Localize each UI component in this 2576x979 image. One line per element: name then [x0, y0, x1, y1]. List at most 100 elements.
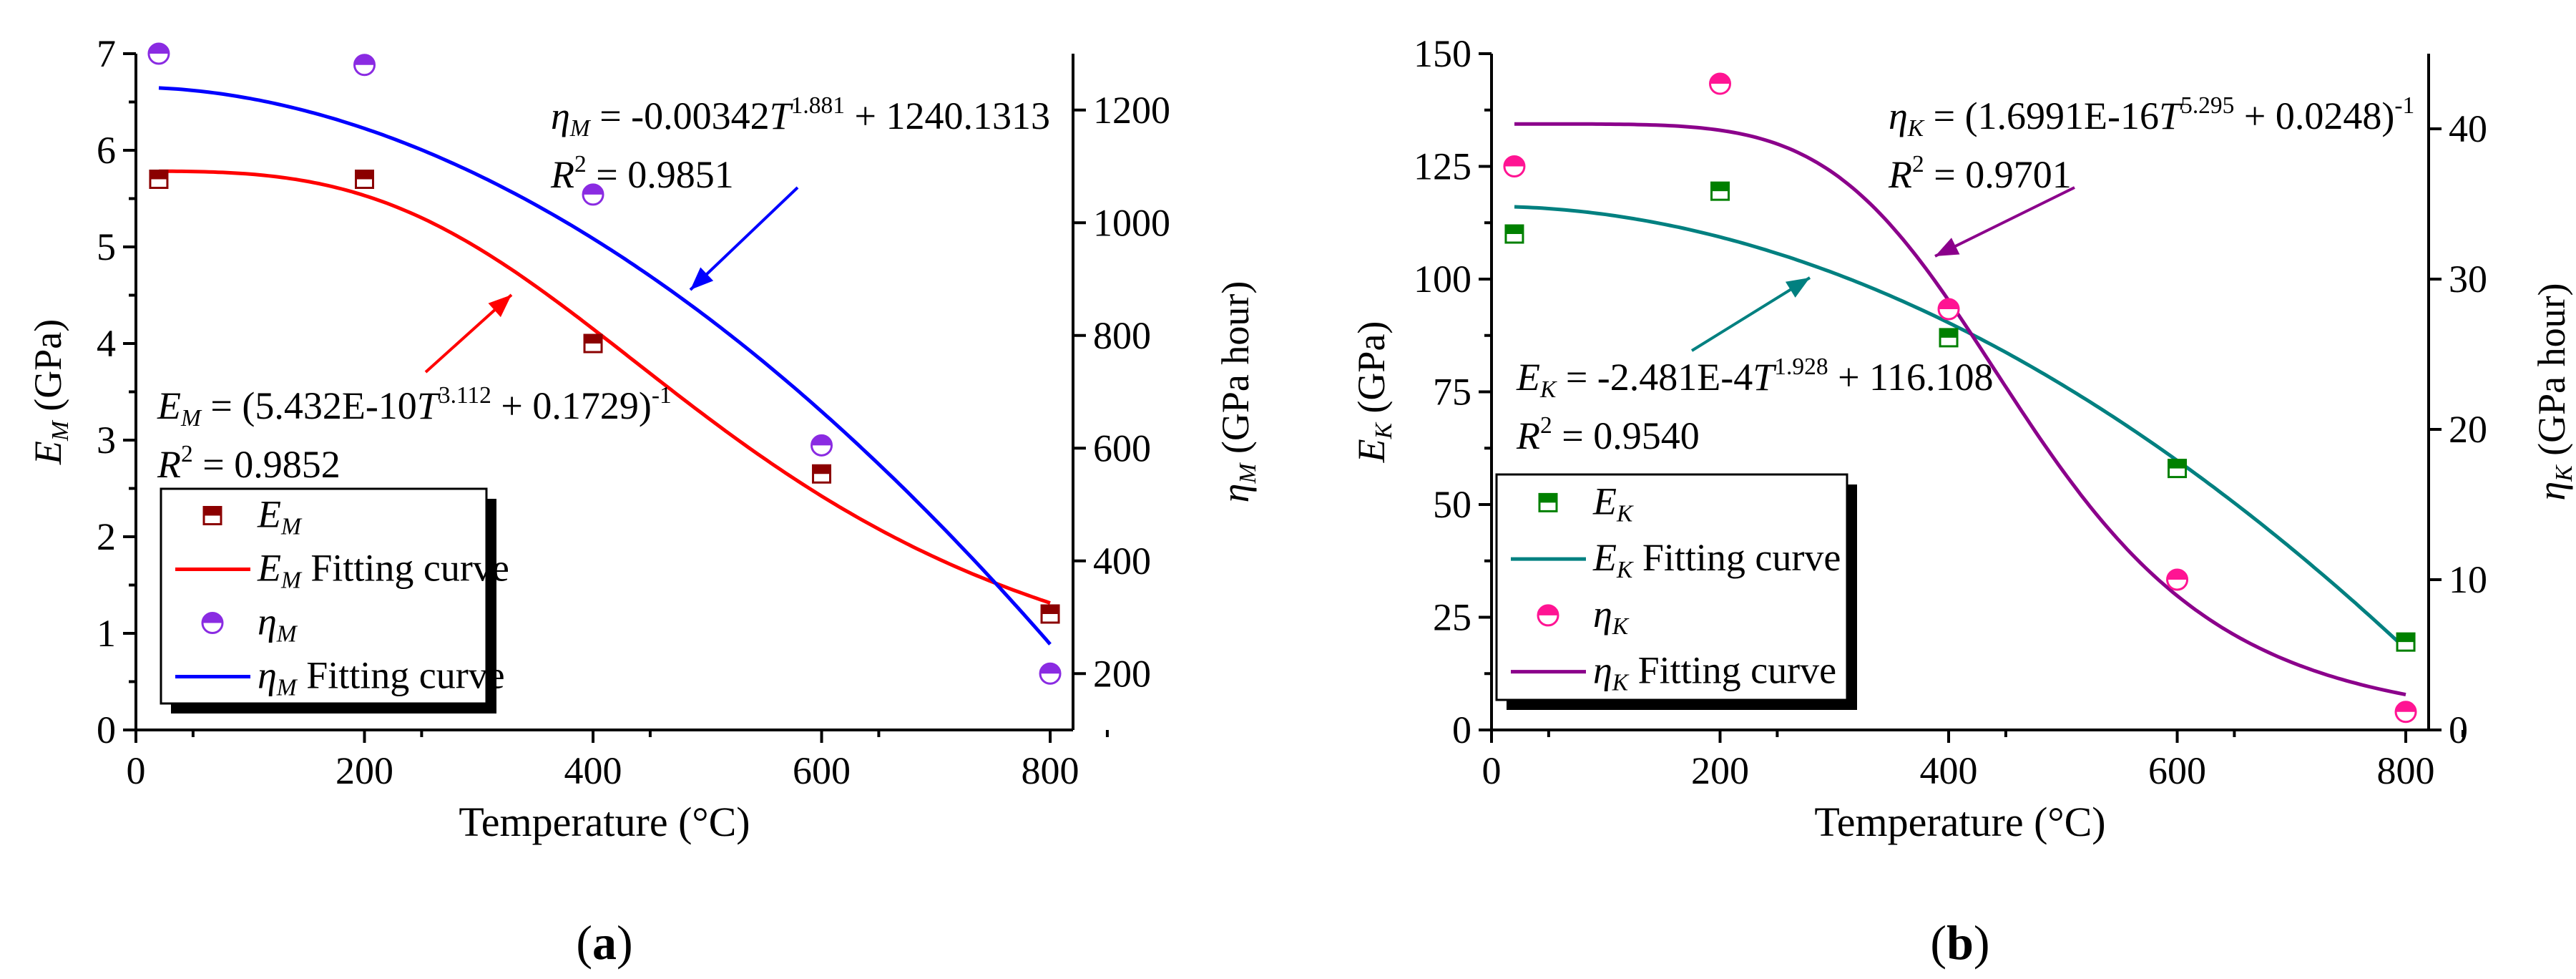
- eq-exponent: 3.112: [439, 382, 491, 409]
- data-point-eta_m-fill: [148, 44, 169, 54]
- annotation-arrowhead: [1935, 238, 1960, 256]
- eq-variable: T: [417, 384, 441, 427]
- eq-exponent: 1.881: [791, 92, 845, 119]
- y-left-tick-label: 0: [97, 708, 116, 751]
- fit-curve-eta_m: [158, 86, 1052, 646]
- y-right-axis-label: ηM (GPa hour): [1214, 281, 1261, 503]
- legend-label: ηK: [1593, 593, 1630, 640]
- r2-symbol: R: [550, 153, 574, 196]
- y-right-tick-label: 10: [2449, 558, 2487, 601]
- data-point-e_k-fill: [1711, 182, 1729, 192]
- y-left-tick-label: 3: [97, 419, 116, 462]
- legend-label-rest: Fitting curve: [1632, 536, 1841, 579]
- x-axis-label: Temperature (°C): [1814, 799, 2105, 845]
- panel-label: (b): [1930, 915, 1989, 970]
- eq-tail-exponent: -1: [652, 382, 672, 409]
- eq-symbol: η: [551, 94, 570, 137]
- legend-label: EK Fitting curve: [1592, 536, 1841, 583]
- y-left-axis-label-symbol: E: [1350, 439, 1393, 463]
- r2-symbol: R: [157, 443, 181, 486]
- x-tick-label: 0: [1482, 749, 1502, 792]
- y-right-tick-label: 1200: [1093, 89, 1170, 132]
- eq-subscript: K: [1907, 115, 1925, 142]
- eq-exponent: 1.928: [1774, 354, 1828, 380]
- x-axis-label: Temperature (°C): [459, 799, 750, 845]
- y-right-axis-label-symbol: η: [2530, 482, 2573, 501]
- data-point-eta_k-fill: [1939, 299, 1959, 309]
- y-left-axis-label-symbol: E: [26, 441, 69, 465]
- eq-symbol: E: [157, 384, 181, 427]
- y-left-tick-label: 25: [1433, 596, 1471, 639]
- y-left-axis-label-rest: (GPa): [26, 319, 69, 421]
- eq-variable: T: [770, 94, 794, 137]
- annotation-arrowhead: [488, 295, 511, 318]
- legend-label: ηM Fitting curve: [258, 654, 505, 701]
- legend-label-rest: Fitting curve: [297, 654, 505, 697]
- y-left-tick-label: 125: [1414, 145, 1471, 188]
- data-point-eta_m-fill: [811, 435, 832, 446]
- data-point-eta_k-fill: [1504, 156, 1524, 167]
- eq-symbol: η: [1889, 94, 1908, 137]
- fit-curve-e_k: [1514, 205, 2407, 651]
- legend-marker-fill: [1539, 494, 1557, 503]
- legend-label-subscript: M: [276, 675, 298, 701]
- eq-symbol: E: [1516, 356, 1540, 399]
- legend-marker-fill: [202, 613, 222, 623]
- fit-curve-e_m: [158, 169, 1051, 605]
- data-point-eta_k-fill: [2167, 570, 2188, 580]
- y-right-label-group: ηM (GPa hour): [1214, 281, 1261, 503]
- panel-label-close: ): [617, 915, 633, 970]
- eq-pre: = (5.432E-10: [201, 384, 417, 427]
- r2-exponent: 2: [574, 151, 587, 177]
- r2-exponent: 2: [1540, 412, 1552, 439]
- legend-label: EM: [257, 493, 303, 540]
- r-squared: R2 = 0.9851: [550, 151, 734, 196]
- x-tick-label: 200: [1691, 749, 1749, 792]
- y-right-axis-label-subscript: K: [2551, 464, 2576, 482]
- data-point-eta_k-fill: [1710, 74, 1730, 84]
- r2-value: = 0.9852: [193, 443, 341, 486]
- legend-label-subscript: K: [1612, 613, 1630, 640]
- legend-label-symbol: E: [257, 493, 281, 536]
- legend-label: ηM: [258, 600, 298, 648]
- y-left-axis-label: EK (GPa): [1350, 321, 1397, 464]
- legend-label: ηK Fitting curve: [1593, 649, 1836, 696]
- legend-label-subscript: M: [280, 514, 303, 540]
- y-right-label-group: ηK (GPa hour): [2530, 283, 2576, 500]
- y-right-tick-label: 1000: [1093, 201, 1170, 244]
- legend-label-subscript: K: [1616, 557, 1634, 583]
- eq-exponent: 5.295: [2180, 92, 2234, 119]
- r2-value: = 0.9851: [587, 153, 734, 196]
- y-right-tick-label: 30: [2449, 258, 2487, 301]
- annotation-arrow: [689, 186, 799, 291]
- data-point-eta_m-fill: [354, 54, 375, 65]
- y-left-tick-label: 50: [1433, 483, 1471, 526]
- y-right-tick-label: 200: [1093, 652, 1151, 695]
- y-left-tick-label: 0: [1452, 708, 1471, 751]
- chart-panel-a: 0 200 400 600 800 Temperature (°C) 0 1 2 3 4 5 6 7 200…: [26, 32, 1261, 970]
- legend-label: EK: [1592, 479, 1634, 527]
- y-right-tick-label: 20: [2449, 408, 2487, 451]
- x-tick-label: 600: [2148, 749, 2206, 792]
- y-right-axis-label-subscript: M: [1235, 462, 1261, 484]
- y-right-tick-label: 40: [2449, 107, 2487, 150]
- y-right-tick-label: 0: [2449, 708, 2468, 751]
- y-right-axis-label-rest: (GPa hour): [2530, 283, 2573, 465]
- data-point-eta_m-fill: [583, 184, 604, 195]
- r2-value: = 0.9540: [1552, 414, 1700, 457]
- fit-equation: EM = (5.432E-10T3.112 + 0.1729)-1: [157, 382, 672, 432]
- r2-exponent: 2: [181, 441, 193, 467]
- r-squared: R2 = 0.9852: [157, 441, 341, 486]
- y-left-axis-label: EM (GPa): [26, 319, 74, 465]
- legend-label-rest: Fitting curve: [1628, 649, 1836, 692]
- eq-subscript: M: [569, 115, 592, 142]
- fit-equation: ηM = -0.00342T1.881 + 1240.1313: [551, 92, 1050, 142]
- x-tick-label: 0: [127, 749, 146, 792]
- panel-label-open: (: [1930, 915, 1946, 970]
- legend-label-symbol: E: [1592, 536, 1617, 579]
- legend-label-rest: Fitting curve: [301, 547, 509, 590]
- legend-label-symbol: η: [1593, 593, 1612, 635]
- legend-label-subscript: K: [1612, 670, 1630, 696]
- panel-label: (a): [576, 915, 632, 970]
- x-tick-label: 800: [2377, 749, 2435, 792]
